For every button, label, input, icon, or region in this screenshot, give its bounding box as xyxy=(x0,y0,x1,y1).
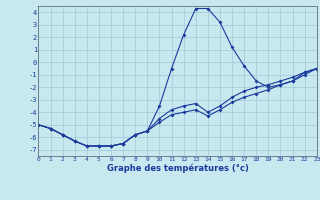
X-axis label: Graphe des températures (°c): Graphe des températures (°c) xyxy=(107,164,249,173)
